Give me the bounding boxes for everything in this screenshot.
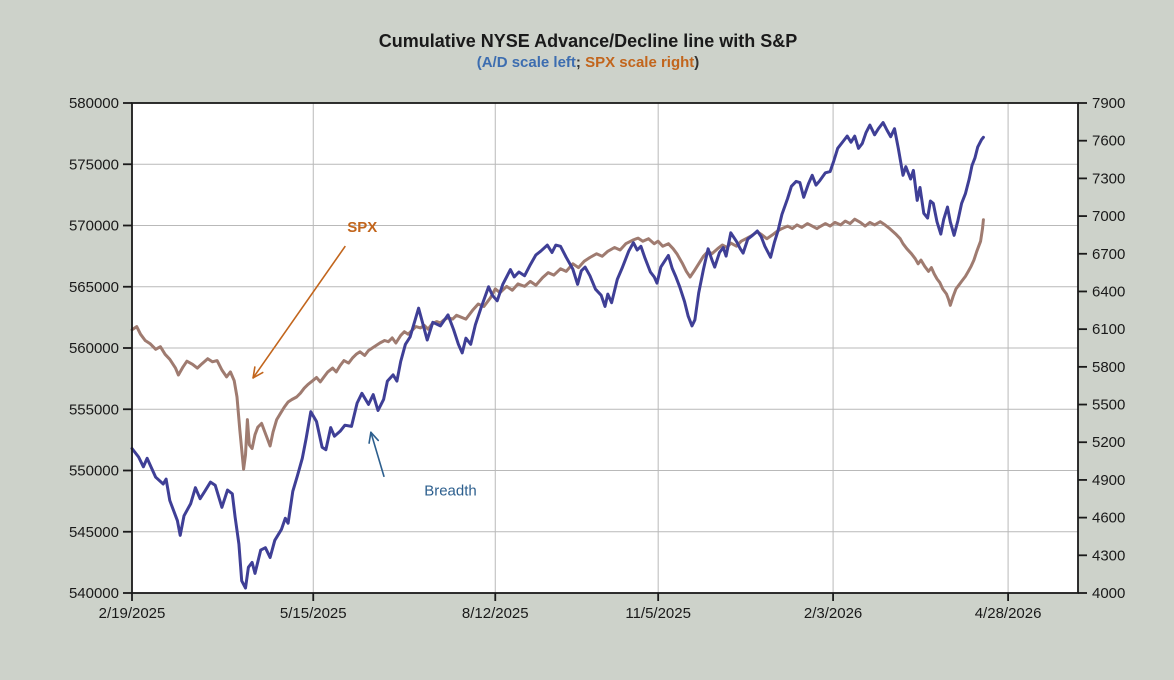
arrowhead xyxy=(252,371,264,379)
right-axis-label: 7600 xyxy=(1092,133,1125,150)
subtitle-separator: ; xyxy=(576,54,585,71)
left-axis-label: 560000 xyxy=(69,340,119,357)
arrowhead xyxy=(370,431,380,442)
left-axis-label: 545000 xyxy=(69,524,119,541)
subtitle-ad-scale-note: (A/D scale left xyxy=(477,54,576,71)
left-axis-label: 565000 xyxy=(69,279,119,296)
right-axis-label: 4000 xyxy=(1092,585,1125,602)
series-breadth-line xyxy=(130,121,985,590)
right-axis-label: 4600 xyxy=(1092,510,1125,527)
x-axis-label: 8/12/2025 xyxy=(462,605,529,622)
right-axis-label: 4300 xyxy=(1092,547,1125,564)
left-axis-label: 550000 xyxy=(69,463,119,480)
left-axis-label: 580000 xyxy=(69,95,119,112)
spx-annotation-label: SPX xyxy=(347,219,377,236)
chart-title: Cumulative NYSE Advance/Decline line wit… xyxy=(379,31,797,51)
right-axis-label: 7000 xyxy=(1092,208,1125,225)
right-axis-label: 7900 xyxy=(1092,95,1125,112)
right-axis-label: 5500 xyxy=(1092,397,1125,414)
right-axis-label: 6100 xyxy=(1092,321,1125,338)
right-axis-label: 5200 xyxy=(1092,434,1125,451)
left-axis-label: 570000 xyxy=(69,218,119,235)
x-axis-label: 5/15/2025 xyxy=(280,605,347,622)
breadth-annotation-label: Breadth xyxy=(424,482,477,499)
x-axis-label: 4/28/2026 xyxy=(975,605,1042,622)
series-spx-line xyxy=(130,217,985,471)
chart-subtitle: (A/D scale left; SPX scale right) xyxy=(477,54,700,71)
subtitle-spx-scale-note: SPX scale right xyxy=(585,54,694,71)
right-axis-label: 5800 xyxy=(1092,359,1125,376)
right-axis-label: 4900 xyxy=(1092,472,1125,489)
spx-annotation-arrow xyxy=(252,245,346,379)
arrowhead xyxy=(368,431,372,444)
x-axis-label: 11/5/2025 xyxy=(625,605,691,622)
x-axis-label: 2/19/2025 xyxy=(99,605,166,622)
left-axis-label: 555000 xyxy=(69,401,119,418)
x-axis-label: 2/3/2026 xyxy=(804,605,862,622)
left-axis-label: 540000 xyxy=(69,585,119,602)
plot-area: 540000 545000 550000 555000 560000 565000 5700… xyxy=(69,95,1125,622)
subtitle-close-paren: ) xyxy=(694,54,699,71)
right-axis-label: 7300 xyxy=(1092,170,1125,187)
breadth-annotation-arrow xyxy=(370,432,385,478)
right-axis-label: 6700 xyxy=(1092,246,1125,263)
right-axis-label: 6400 xyxy=(1092,283,1125,300)
left-axis-label: 575000 xyxy=(69,156,119,173)
arrowhead xyxy=(252,366,256,379)
